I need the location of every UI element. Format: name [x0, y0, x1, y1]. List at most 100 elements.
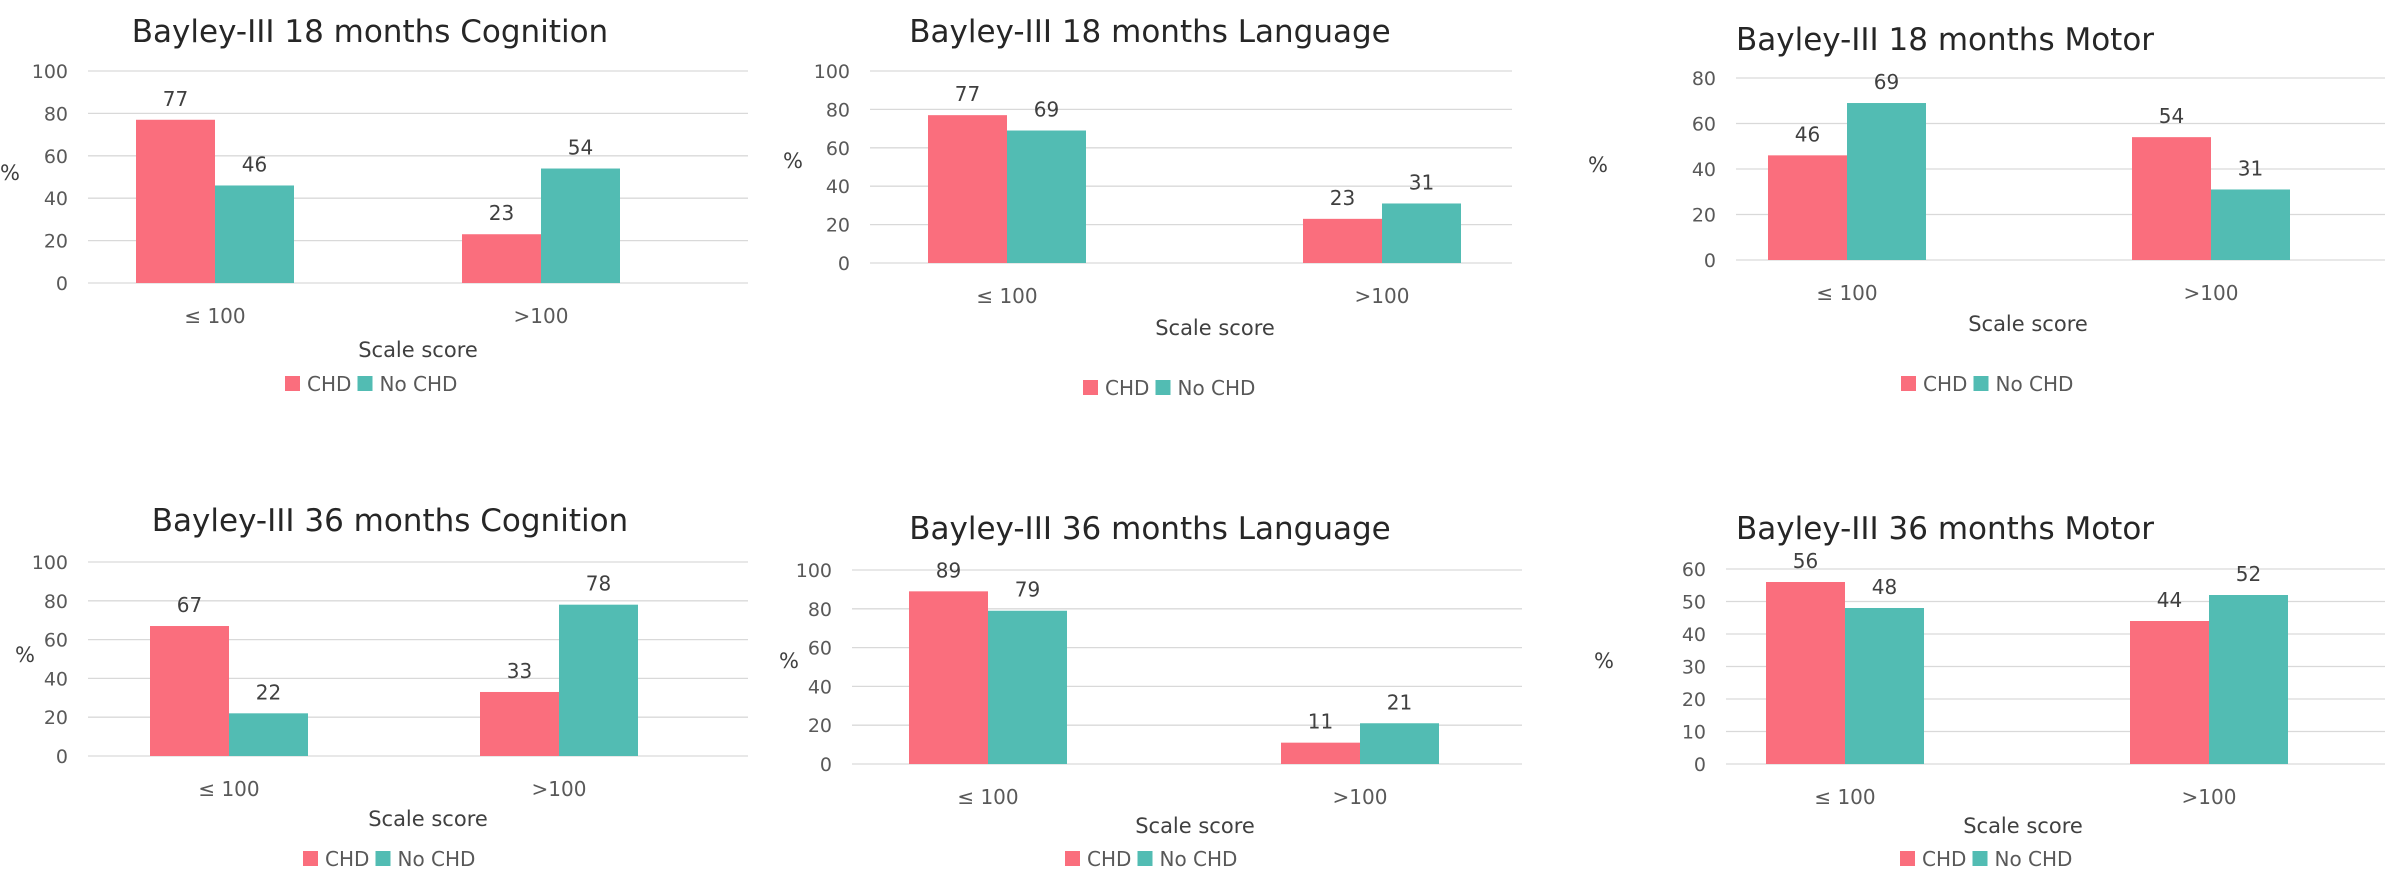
data-label: 77	[955, 82, 980, 106]
data-label: 33	[507, 659, 532, 683]
bar-chd	[2132, 137, 2211, 260]
y-tick-label: 80	[826, 99, 850, 121]
data-label: 46	[242, 152, 267, 176]
legend-swatch	[375, 851, 391, 866]
data-label: 11	[1308, 710, 1333, 734]
bar-no-chd	[541, 168, 620, 283]
data-label: 89	[936, 558, 961, 582]
y-tick-label: 100	[32, 61, 68, 83]
data-label: 69	[1874, 70, 1899, 94]
y-tick-label: 100	[814, 61, 850, 83]
legend-label: CHD	[1923, 372, 1967, 396]
category-label: ≤ 100	[957, 785, 1018, 809]
y-tick-label: 0	[56, 746, 68, 768]
data-label: 44	[2157, 588, 2182, 612]
bar-no-chd	[1360, 723, 1439, 764]
y-axis-label: %	[783, 149, 803, 173]
y-tick-label: 20	[44, 231, 68, 253]
bar-no-chd	[215, 185, 294, 283]
y-tick-label: 80	[808, 599, 832, 621]
y-tick-label: 20	[1692, 205, 1716, 227]
data-label: 77	[163, 87, 188, 111]
legend-label: CHD	[1922, 847, 1966, 871]
legend-label: No CHD	[1995, 847, 2073, 871]
bar-no-chd	[1007, 130, 1086, 263]
x-axis-label: Scale score	[1155, 316, 1275, 340]
y-tick-label: 40	[44, 188, 68, 210]
y-axis-label: %	[779, 649, 799, 673]
y-tick-label: 20	[808, 715, 832, 737]
data-label: 22	[256, 680, 281, 704]
y-tick-label: 0	[1704, 250, 1716, 272]
y-tick-label: 60	[44, 146, 68, 168]
category-label: >100	[532, 777, 587, 801]
bar-chd	[1281, 742, 1360, 764]
legend-swatch	[1137, 851, 1153, 866]
data-label: 23	[489, 201, 514, 225]
data-label: 52	[2236, 562, 2261, 586]
data-label: 31	[2238, 156, 2263, 180]
x-axis-label: Scale score	[1968, 312, 2088, 336]
bar-no-chd	[559, 604, 638, 756]
y-axis-label: %	[1588, 153, 1608, 177]
legend-swatch	[1155, 380, 1171, 395]
legend-label: CHD	[325, 847, 369, 871]
chart-title: Bayley-III 36 months Language	[909, 511, 1390, 547]
legend-label: No CHD	[1996, 372, 2074, 396]
legend-label: No CHD	[380, 372, 458, 396]
category-label: ≤ 100	[184, 304, 245, 328]
category-label: >100	[514, 304, 569, 328]
bar-no-chd	[2211, 189, 2290, 260]
x-axis-label: Scale score	[358, 338, 478, 362]
data-label: 54	[2159, 104, 2184, 128]
bar-no-chd	[1845, 608, 1924, 764]
legend-label: No CHD	[1160, 847, 1238, 871]
category-label: ≤ 100	[1816, 281, 1877, 305]
chart-title: Bayley-III 18 months Language	[909, 14, 1390, 50]
category-label: >100	[1355, 284, 1410, 308]
y-tick-label: 80	[44, 103, 68, 125]
legend-swatch	[1901, 376, 1916, 391]
category-label: ≤ 100	[976, 284, 1037, 308]
data-label: 21	[1387, 690, 1412, 714]
data-label: 67	[177, 593, 202, 617]
legend-label: CHD	[1105, 376, 1149, 400]
y-tick-label: 20	[44, 707, 68, 729]
bar-chd	[1766, 582, 1845, 764]
y-tick-label: 100	[32, 552, 68, 574]
data-label: 56	[1793, 549, 1818, 573]
bar-chd	[462, 234, 541, 283]
legend-swatch	[303, 851, 318, 866]
x-axis-label: Scale score	[368, 807, 488, 831]
bar-chd	[2130, 621, 2209, 764]
y-tick-label: 40	[826, 176, 850, 198]
bar-no-chd	[229, 713, 308, 756]
data-label: 23	[1330, 186, 1355, 210]
data-label: 31	[1409, 170, 1434, 194]
bar-no-chd	[2209, 595, 2288, 764]
y-tick-label: 60	[808, 638, 832, 660]
bar-chd	[928, 115, 1007, 263]
y-tick-label: 60	[1682, 559, 1706, 581]
x-axis-label: Scale score	[1135, 814, 1255, 838]
bar-no-chd	[1382, 203, 1461, 263]
bar-no-chd	[1847, 103, 1926, 261]
category-label: >100	[2184, 281, 2239, 305]
legend-label: CHD	[307, 372, 351, 396]
bar-chd	[1768, 155, 1847, 260]
bar-chd	[1303, 218, 1382, 263]
legend-swatch	[285, 376, 300, 391]
bar-chd	[480, 691, 559, 756]
bar-chd	[150, 626, 229, 756]
data-label: 54	[568, 136, 593, 160]
bar-no-chd	[988, 610, 1067, 764]
y-tick-label: 50	[1682, 592, 1706, 614]
y-tick-label: 100	[796, 560, 832, 582]
y-tick-label: 30	[1682, 657, 1706, 679]
y-tick-label: 80	[1692, 68, 1716, 90]
legend-swatch	[1065, 851, 1080, 866]
y-axis-label: %	[15, 643, 35, 667]
y-tick-label: 80	[44, 591, 68, 613]
y-tick-label: 60	[1692, 114, 1716, 136]
chart-title: Bayley-III 36 months Motor	[1736, 511, 2154, 547]
